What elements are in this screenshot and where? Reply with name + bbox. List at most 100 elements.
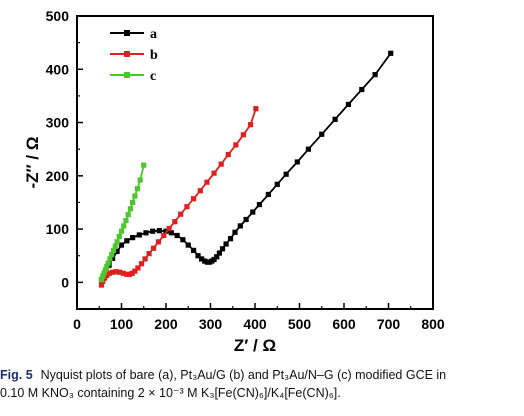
- data-point: [294, 159, 300, 165]
- series-c: [98, 162, 147, 283]
- data-point: [388, 50, 394, 56]
- data-point: [98, 282, 105, 288]
- data-point: [156, 228, 162, 234]
- data-point: [283, 171, 289, 177]
- data-point: [134, 186, 141, 192]
- data-point: [136, 232, 142, 238]
- data-point: [101, 270, 107, 276]
- data-point: [112, 243, 118, 249]
- data-point: [332, 116, 338, 122]
- data-point: [102, 266, 109, 273]
- legend-label-a: a: [150, 27, 157, 42]
- y-tick-label: 500: [46, 8, 70, 24]
- data-point: [225, 151, 231, 158]
- data-point: [204, 179, 210, 185]
- data-point: [98, 277, 105, 283]
- data-point: [104, 263, 110, 269]
- data-point: [129, 270, 135, 276]
- x-tick-label: 500: [288, 316, 312, 332]
- data-point: [227, 236, 234, 242]
- caption-label: Fig. 5: [0, 368, 33, 382]
- data-point: [256, 201, 263, 208]
- data-point: [211, 170, 217, 176]
- data-point: [218, 161, 224, 167]
- data-point: [143, 230, 149, 236]
- y-tick-label: 400: [46, 61, 70, 77]
- x-tick-label: 200: [154, 316, 178, 332]
- x-tick-label: 300: [199, 316, 223, 332]
- legend-label-b: b: [150, 48, 158, 63]
- data-point: [166, 225, 172, 232]
- caption-line-2: 0.10 M KNO₃ containing 2 × 10⁻³ M K₃[Fe(…: [0, 386, 341, 400]
- data-point: [216, 250, 222, 256]
- data-point: [110, 255, 116, 261]
- legend-marker-a: [124, 30, 130, 36]
- data-point: [190, 196, 197, 202]
- data-point: [345, 101, 352, 108]
- data-point: [118, 228, 125, 234]
- data-point: [117, 269, 123, 275]
- data-point: [168, 230, 174, 236]
- data-point: [174, 232, 180, 239]
- data-point: [185, 242, 191, 248]
- data-point: [150, 228, 156, 234]
- data-point: [372, 72, 378, 78]
- data-point: [110, 247, 117, 253]
- y-tick-label: 300: [46, 115, 70, 131]
- data-point: [233, 142, 239, 148]
- data-point: [195, 253, 201, 259]
- data-point: [237, 223, 243, 229]
- data-point: [127, 206, 133, 212]
- data-point: [232, 229, 238, 235]
- data-point: [114, 248, 120, 255]
- data-point: [197, 188, 203, 194]
- data-point: [359, 86, 365, 93]
- data-point: [121, 223, 127, 229]
- series-b: [98, 106, 259, 288]
- data-point: [124, 271, 130, 277]
- data-point: [305, 146, 311, 152]
- data-point: [130, 199, 136, 206]
- data-point: [219, 246, 226, 252]
- data-point: [142, 256, 148, 262]
- data-point: [120, 270, 126, 276]
- data-point: [141, 162, 147, 168]
- data-point: [199, 256, 205, 262]
- legend-marker-c: [124, 72, 130, 78]
- data-point: [243, 216, 249, 223]
- y-tick-label: 0: [61, 274, 69, 290]
- data-point: [250, 209, 256, 215]
- figure-caption: Fig. 5 Nyquist plots of bare (a), Pt₃Au/G…: [0, 366, 524, 414]
- data-point: [130, 235, 136, 241]
- data-point: [240, 132, 247, 138]
- data-point: [124, 238, 130, 244]
- data-point: [253, 106, 259, 112]
- data-point: [125, 212, 131, 218]
- plot-frame: [76, 15, 434, 310]
- series-line-b: [100, 108, 257, 286]
- data-point: [184, 204, 190, 210]
- data-point: [274, 181, 280, 187]
- x-tick-label: 600: [332, 316, 356, 332]
- data-point: [104, 272, 110, 279]
- x-axis-title: Z′ / Ω: [234, 336, 276, 355]
- data-point: [214, 254, 220, 260]
- y-tick-label: 100: [46, 221, 70, 237]
- data-point: [116, 233, 122, 240]
- data-point: [319, 131, 325, 137]
- data-point: [132, 193, 138, 199]
- caption-line-1: Nyquist plots of bare (a), Pt₃Au/G (b) a…: [40, 368, 447, 382]
- data-point: [105, 260, 111, 266]
- data-point: [223, 241, 229, 247]
- data-point: [113, 269, 119, 275]
- data-point: [126, 271, 133, 277]
- data-point: [146, 250, 152, 257]
- data-point: [180, 237, 186, 243]
- data-point: [211, 256, 217, 263]
- data-point: [150, 245, 157, 251]
- x-tick-label: 400: [243, 316, 267, 332]
- legend-label-c: c: [150, 69, 156, 84]
- data-point: [138, 261, 145, 267]
- data-point: [155, 239, 162, 245]
- data-point: [137, 177, 143, 183]
